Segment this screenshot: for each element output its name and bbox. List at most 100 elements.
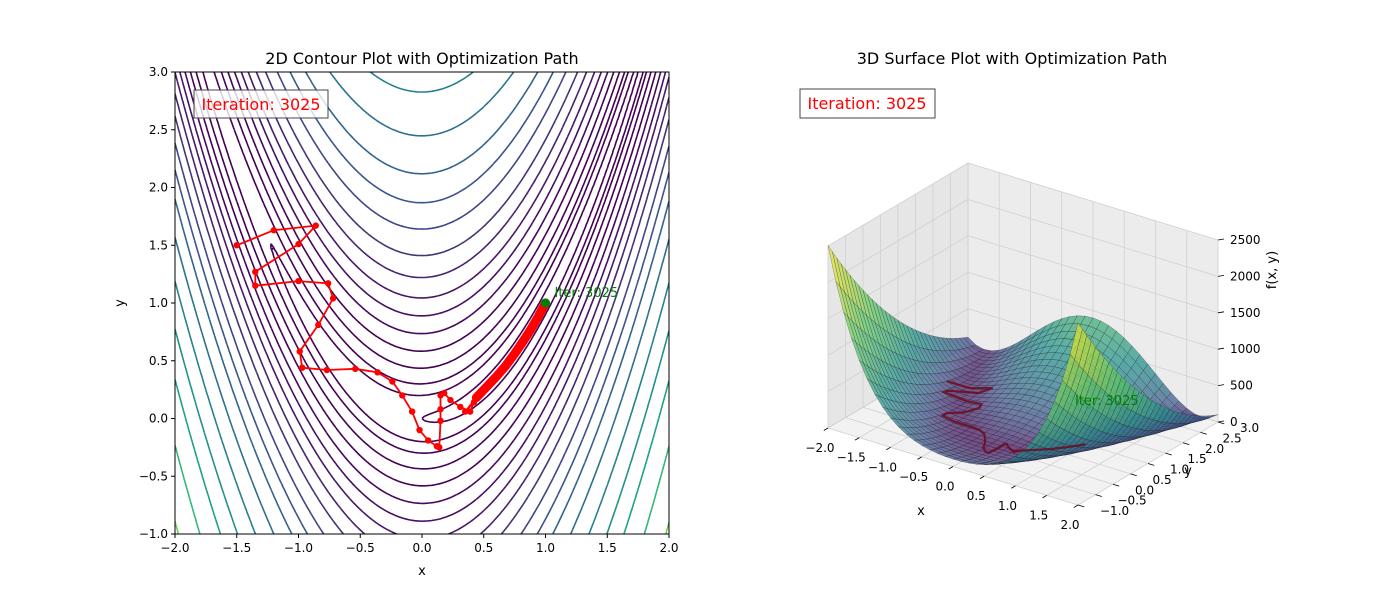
path-dense-trail	[471, 298, 550, 403]
path-point	[252, 282, 259, 289]
y-tick-label: 2.0	[149, 181, 168, 195]
surface-face	[1069, 322, 1083, 361]
contour-x-ticks: −2.0 −1.5 −1.0 −0.5 0.0 0.5 1.0 1.5 2.0	[160, 534, 679, 555]
path-point	[483, 384, 490, 391]
contour-line	[175, 72, 669, 534]
surface-y-tick	[1217, 421, 1225, 425]
grid-line	[967, 235, 1219, 314]
surface-x-tick	[823, 427, 829, 431]
surface-z-tick-label: 500	[1230, 379, 1253, 393]
endpoint-marker	[541, 298, 550, 308]
grid-line	[967, 162, 1219, 241]
path-point	[534, 313, 542, 321]
path-point	[252, 268, 259, 276]
x-tick-label: −2.0	[160, 541, 189, 555]
path-point	[312, 222, 319, 229]
surface-y-tick	[1182, 442, 1190, 446]
surface-x-tick	[854, 437, 860, 441]
path-point	[329, 295, 337, 302]
surface-z-tick-label: 0	[1230, 415, 1238, 429]
contour-line	[179, 72, 667, 522]
surface-y-tick	[1112, 483, 1120, 487]
path-point	[408, 408, 416, 415]
grid-line	[827, 271, 969, 356]
surface-y-tick-label: 2.5	[1223, 431, 1242, 445]
surface-z-tick-label: 2500	[1230, 233, 1261, 247]
path-point	[462, 408, 469, 415]
contour-line	[189, 72, 657, 487]
surface-x-tick-label: 0.5	[967, 489, 986, 503]
surface-z-tick-label: 2000	[1230, 269, 1261, 283]
surface-z-tick-label: 1500	[1230, 306, 1261, 320]
surface-y-tick	[1130, 473, 1137, 477]
grid-line	[827, 199, 969, 283]
surface-y-tick-label: 0.0	[1135, 483, 1154, 497]
surface-y-tick	[1165, 452, 1172, 456]
path-point	[299, 364, 306, 371]
x-tick-label: −1.0	[284, 541, 313, 555]
y-tick-label: 0.5	[149, 354, 168, 368]
surface-x-tick	[1073, 504, 1079, 508]
surface-y-tick-label: 1.0	[1170, 463, 1189, 477]
grid-line	[967, 271, 1219, 350]
path-point	[520, 337, 527, 345]
surface-z-tick	[1217, 275, 1225, 277]
contour-line	[202, 72, 648, 454]
contour-line	[175, 72, 669, 534]
contour-endpoint-label: Iter: 3025	[555, 286, 619, 301]
surface-x-tick	[1042, 495, 1047, 499]
surface-x-tick-label: −1.5	[837, 451, 866, 465]
surface-y-tick	[1147, 463, 1155, 466]
contour-line	[421, 72, 639, 424]
surface-y-tick-label: 0.5	[1153, 473, 1172, 487]
grid-line	[967, 199, 1219, 277]
y-tick-label: 0.0	[149, 412, 168, 426]
optimization-path	[233, 222, 550, 451]
contour-chart-title: 2D Contour Plot with Optimization Path	[265, 49, 578, 68]
surface-x-tick-label: 1.5	[1029, 508, 1048, 522]
contour-y-ticks: −1.0 −0.5 0.0 0.5 1.0 1.5 2.0 2.5 3.0	[139, 65, 175, 541]
y-tick-label: −0.5	[139, 469, 168, 483]
path-point	[527, 326, 534, 333]
surface-z-tick	[1217, 420, 1225, 423]
path-point	[295, 240, 302, 248]
path-point	[441, 389, 448, 397]
y-tick-label: 3.0	[149, 65, 168, 79]
contour-line	[175, 72, 669, 534]
surface-z-axis-label: f(x, y)	[1265, 251, 1280, 289]
x-tick-label: −1.5	[222, 541, 251, 555]
surface-z-tick-label: 1000	[1230, 342, 1261, 356]
path-point	[324, 280, 332, 287]
path-point	[389, 378, 396, 385]
surface-x-tick-label: 1.0	[998, 499, 1017, 513]
surface-ticks: −2.0−1.5−1.0−0.50.00.51.01.52.0−1.0−0.50…	[805, 233, 1260, 532]
contour-iteration-box: Iteration: 3025	[193, 89, 329, 119]
y-tick-label: 1.5	[149, 238, 168, 252]
path-point	[296, 348, 303, 355]
contour-line	[175, 379, 669, 534]
contour-lines	[175, 72, 669, 534]
surface-optimization-path	[940, 380, 1086, 455]
path-point	[511, 350, 518, 358]
surface-iteration-box: Iteration: 3025	[799, 88, 936, 119]
path-point	[399, 392, 406, 399]
path-point	[416, 426, 423, 434]
path-point	[295, 277, 302, 285]
contour-y-axis-label: y	[113, 299, 128, 307]
surface-x-tick	[948, 466, 954, 470]
path-point	[270, 227, 277, 234]
contour-line	[184, 72, 662, 505]
grid-line	[827, 162, 969, 247]
contour-chart: 2D Contour Plot with Optimization Path −…	[113, 49, 679, 579]
surface-x-tick-label: 0.0	[935, 480, 954, 494]
path-point	[374, 369, 381, 376]
surface-z-tick	[1217, 384, 1225, 386]
surface-x-tick-label: −0.5	[899, 470, 928, 484]
y-tick-label: 1.0	[149, 296, 168, 310]
surface-x-tick	[917, 456, 922, 460]
surface-y-tick	[1200, 431, 1207, 435]
x-tick-label: −0.5	[346, 541, 375, 555]
surface-iteration-text: Iteration: 3025	[807, 94, 926, 113]
path-point	[492, 373, 500, 381]
contour-line	[175, 72, 669, 534]
